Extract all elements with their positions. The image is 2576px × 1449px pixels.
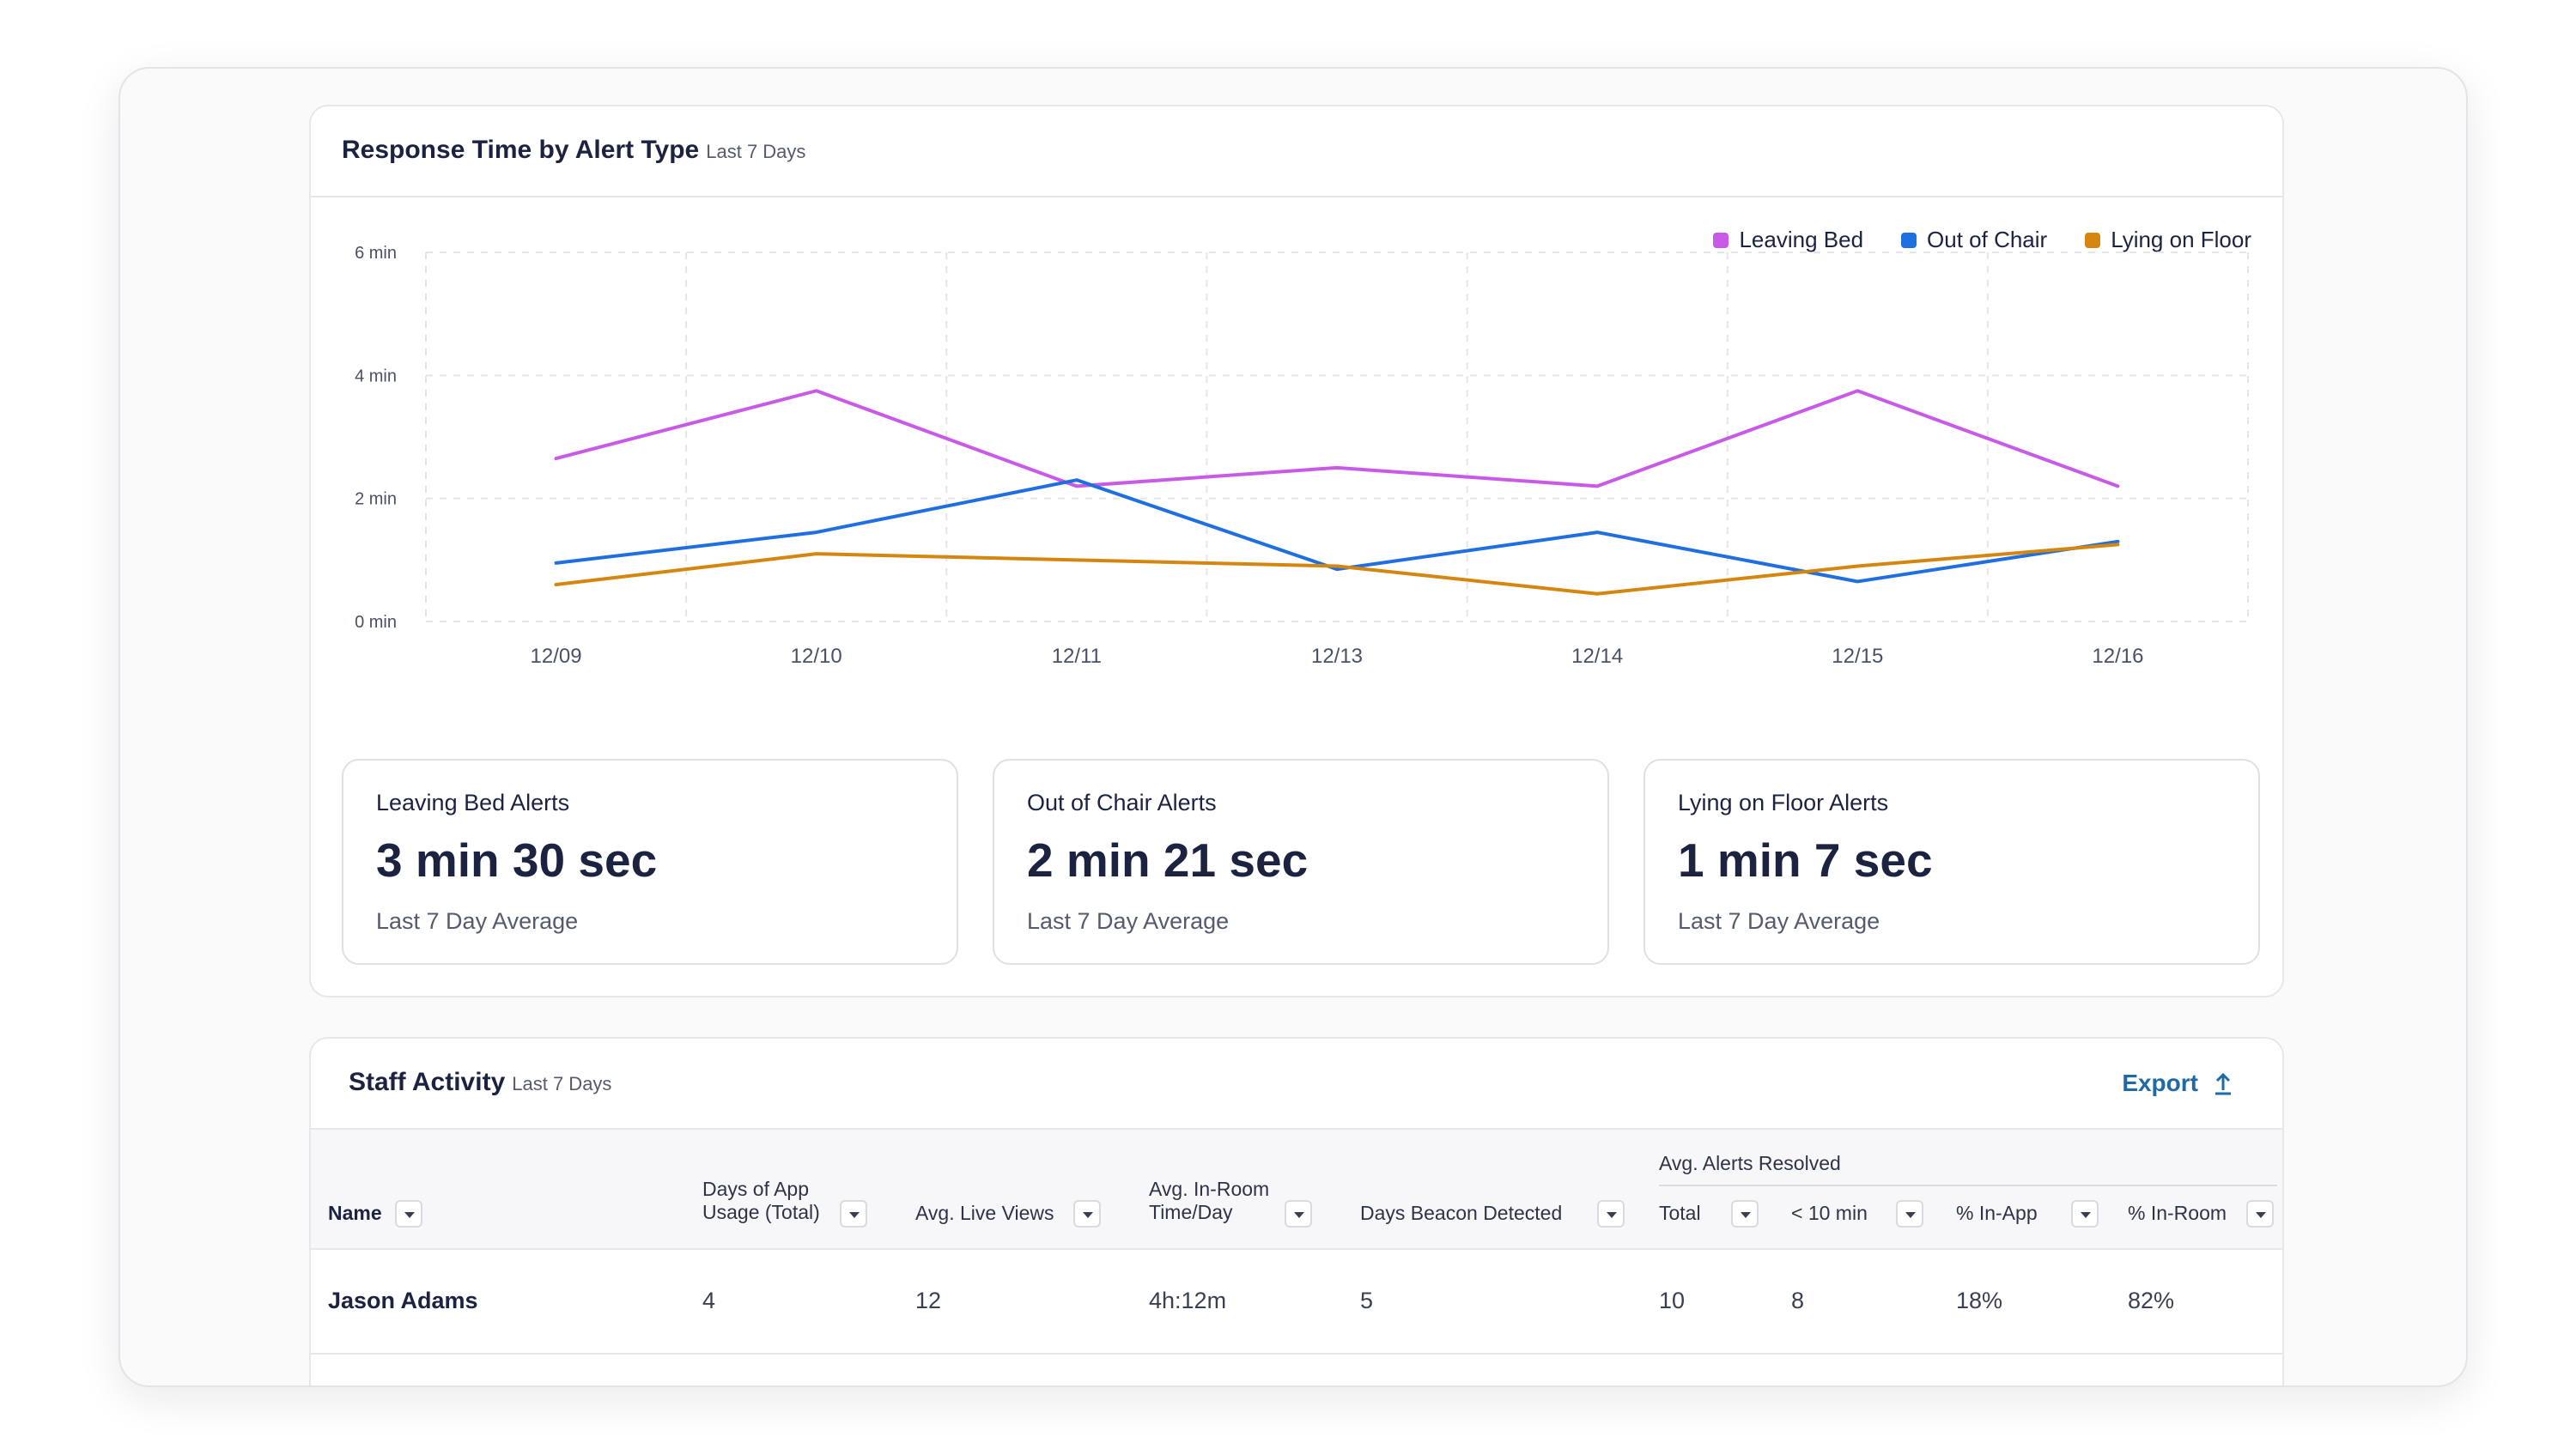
x-tick-label: 12/16 <box>2092 645 2143 668</box>
staff-subtitle: Last 7 Days <box>512 1073 612 1094</box>
chart-title: Response Time by Alert Type <box>342 136 700 164</box>
export-label: Export <box>2122 1070 2198 1096</box>
column-label: Time/Day <box>1149 1201 1233 1223</box>
column-label: Avg. In-Room <box>1149 1178 1270 1200</box>
column-label: Usage (Total) <box>702 1201 820 1223</box>
group-header-label: Avg. Alerts Resolved <box>1659 1152 1841 1174</box>
column-label: Name <box>328 1202 382 1224</box>
stat-label: Out of Chair Alerts <box>1027 790 1217 815</box>
column-label: % In-App <box>1956 1202 2038 1224</box>
column-header-in-room-time[interactable]: Avg. In-Room Time/Day <box>1149 1178 1269 1224</box>
response-time-panel: Response Time by Alert Type Last 7 Days L… <box>309 105 2284 997</box>
sort-under-10-min-button[interactable] <box>1896 1200 1923 1228</box>
cell-under-10-min: 8 <box>1791 1288 1805 1313</box>
y-tick-label: 6 min <box>355 244 397 263</box>
cell-in-room-time: 4h:12m <box>1149 1288 1227 1313</box>
export-button[interactable]: Export <box>2122 1070 2233 1097</box>
stat-card-lying-on-floor: Lying on Floor Alerts 1 min 7 sec Last 7… <box>1643 759 2260 965</box>
series-line-out-of-chair <box>554 478 2120 584</box>
stat-sub: Last 7 Day Average <box>376 908 579 934</box>
group-divider <box>1659 1185 2277 1186</box>
legend-swatch-icon <box>1713 232 1729 248</box>
sort-in-room-time-button[interactable] <box>1285 1200 1312 1228</box>
cell-beacon-days: 5 <box>1360 1288 1374 1313</box>
sort-beacon-days-button[interactable] <box>1597 1200 1625 1228</box>
panel-title: Response Time by Alert Type Last 7 Days <box>342 136 805 165</box>
sort-in-room-pct-button[interactable] <box>2246 1200 2274 1228</box>
stat-sub: Last 7 Day Average <box>1678 908 1880 934</box>
x-tick-label: 12/14 <box>1571 645 1623 668</box>
y-tick-label: 4 min <box>355 367 397 385</box>
column-header-days-app-usage[interactable]: Days of App Usage (Total) <box>702 1178 820 1224</box>
stat-label: Leaving Bed Alerts <box>376 790 570 815</box>
staff-activity-panel: Staff Activity Last 7 Days Export Avg. Al… <box>309 1037 2284 1385</box>
column-header-under-10-min[interactable]: < 10 min <box>1791 1202 1868 1225</box>
cell-in-room-pct: 82% <box>2128 1288 2175 1313</box>
y-tick-label: 0 min <box>355 613 397 632</box>
x-tick-label: 12/11 <box>1052 645 1102 668</box>
stat-value: 3 min 30 sec <box>376 834 658 887</box>
x-tick-label: 12/15 <box>1832 645 1883 668</box>
cell-in-app-pct: 18% <box>1956 1288 2003 1313</box>
column-label: Total <box>1659 1202 1701 1224</box>
column-header-beacon-days[interactable]: Days Beacon Detected <box>1360 1202 1562 1225</box>
cell-name[interactable]: Jason Adams <box>328 1288 478 1313</box>
sort-name-button[interactable] <box>395 1200 422 1228</box>
stat-sub: Last 7 Day Average <box>1027 908 1230 934</box>
column-label: Days of App <box>702 1178 810 1200</box>
app-window: Response Time by Alert Type Last 7 Days L… <box>118 67 2468 1387</box>
stat-label: Lying on Floor Alerts <box>1678 790 1889 815</box>
column-header-in-room-pct[interactable]: % In-Room <box>2128 1202 2227 1225</box>
stat-card-leaving-bed: Leaving Bed Alerts 3 min 30 sec Last 7 D… <box>342 759 958 965</box>
stat-value: 2 min 21 sec <box>1027 834 1309 887</box>
x-tick-label: 12/09 <box>531 645 582 668</box>
legend-swatch-icon <box>1901 232 1917 248</box>
sort-in-app-pct-button[interactable] <box>2071 1200 2099 1228</box>
cell-days-app-usage: 4 <box>702 1288 716 1313</box>
column-label: Avg. Live Views <box>915 1202 1054 1224</box>
panel-header: Staff Activity Last 7 Days Export <box>311 1039 2282 1130</box>
sort-total-button[interactable] <box>1731 1200 1759 1228</box>
series-line-lying-on-floor <box>554 543 2120 596</box>
table-row[interactable]: Jason Adams 4 12 4h:12m 5 10 8 18% 82% <box>311 1248 2282 1355</box>
x-tick-label: 12/13 <box>1311 645 1363 668</box>
column-label: < 10 min <box>1791 1202 1868 1224</box>
column-label: Days Beacon Detected <box>1360 1202 1563 1224</box>
chart-subtitle: Last 7 Days <box>706 141 806 162</box>
upload-arrow-icon <box>2215 1072 2231 1095</box>
table-header: Avg. Alerts Resolved Name Days of App Us… <box>311 1130 2282 1250</box>
legend-label: Leaving Bed <box>1739 227 1864 252</box>
legend-label: Out of Chair <box>1927 227 2048 252</box>
staff-title: Staff Activity <box>349 1068 506 1096</box>
sort-live-views-button[interactable] <box>1073 1200 1101 1228</box>
column-header-in-app-pct[interactable]: % In-App <box>1956 1202 2038 1225</box>
legend-item-out-of-chair[interactable]: Out of Chair <box>1901 227 2047 253</box>
column-header-name[interactable]: Name <box>328 1202 382 1225</box>
y-tick-label: 2 min <box>355 490 397 509</box>
x-tick-label: 12/10 <box>791 645 842 668</box>
legend-item-leaving-bed[interactable]: Leaving Bed <box>1713 227 1863 253</box>
legend-label: Lying on Floor <box>2111 227 2251 252</box>
column-label: % In-Room <box>2128 1202 2227 1224</box>
sort-days-app-usage-button[interactable] <box>840 1200 867 1228</box>
panel-title: Staff Activity Last 7 Days <box>349 1068 611 1097</box>
column-header-live-views[interactable]: Avg. Live Views <box>915 1202 1054 1225</box>
stat-card-out-of-chair: Out of Chair Alerts 2 min 21 sec Last 7 … <box>993 759 1609 965</box>
cell-total: 10 <box>1659 1288 1686 1313</box>
series-line-leaving-bed <box>554 389 2120 488</box>
chart-legend: Leaving Bed Out of Chair Lying on Floor <box>1713 227 2251 253</box>
column-header-total[interactable]: Total <box>1659 1202 1701 1225</box>
legend-swatch-icon <box>2085 232 2101 248</box>
panel-header: Response Time by Alert Type Last 7 Days <box>311 106 2282 197</box>
cell-live-views: 12 <box>915 1288 942 1313</box>
response-time-line-chart: 6 min 4 min 2 min 0 min 12/09 12/10 12/11 12/13… <box>355 244 2249 668</box>
stat-value: 1 min 7 sec <box>1678 834 1933 887</box>
legend-item-lying-on-floor[interactable]: Lying on Floor <box>2085 227 2251 253</box>
